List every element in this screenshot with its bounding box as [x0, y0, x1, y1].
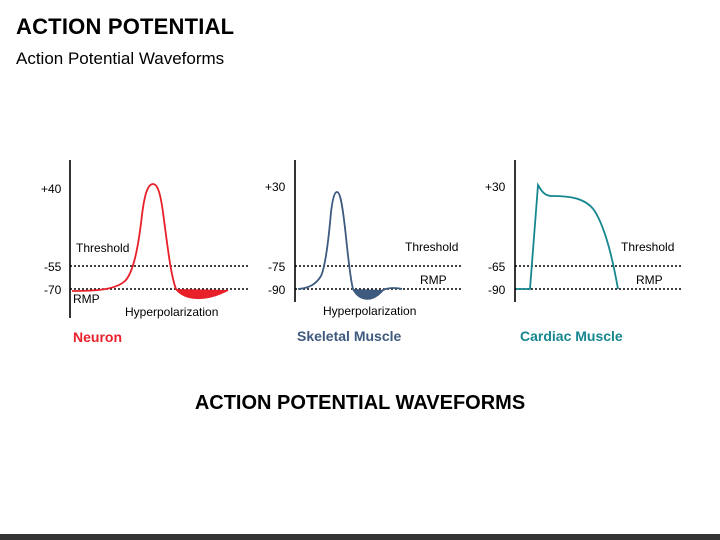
skeletal-panel-label: Skeletal Muscle — [297, 328, 402, 344]
cardiac-threshold-label: Threshold — [621, 240, 675, 254]
neuron-hyperpolarization-label: Hyperpolarization — [125, 305, 219, 319]
cardiac-panel-label: Cardiac Muscle — [520, 328, 623, 344]
skeletal-peak-label: +30 — [265, 180, 286, 194]
neuron-peak-label: +40 — [41, 182, 62, 196]
neuron-panel — [69, 160, 250, 318]
skeletal-waveform — [297, 191, 403, 300]
neuron-panel-label: Neuron — [73, 329, 122, 345]
cardiac-rest-value: -90 — [488, 283, 506, 297]
cardiac-peak-label: +30 — [485, 180, 506, 194]
footer-title: ACTION POTENTIAL WAVEFORMS — [194, 392, 526, 414]
neuron-rest-value: -70 — [44, 283, 62, 297]
cardiac-rmp-label: RMP — [636, 273, 663, 287]
neuron-waveform — [71, 183, 229, 300]
cardiac-panel — [514, 160, 683, 302]
neuron-threshold-value: -55 — [44, 260, 62, 274]
skeletal-threshold-value: -75 — [268, 260, 286, 274]
neuron-hyperpolarization-fill — [175, 289, 228, 299]
skeletal-threshold-label: Threshold — [405, 240, 459, 254]
skeletal-panel — [294, 160, 462, 302]
skeletal-rmp-label: RMP — [420, 273, 447, 287]
cardiac-waveform — [516, 182, 619, 290]
slide-subtitle: Action Potential Waveforms — [16, 49, 225, 68]
cardiac-threshold-value: -65 — [488, 260, 506, 274]
slide-title: ACTION POTENTIAL — [16, 14, 235, 39]
skeletal-hyperpolarization-label: Hyperpolarization — [323, 304, 417, 318]
neuron-rmp-label: RMP — [73, 292, 100, 306]
skeletal-rest-value: -90 — [268, 283, 286, 297]
neuron-threshold-label: Threshold — [76, 241, 130, 255]
bottom-bar — [0, 534, 720, 540]
